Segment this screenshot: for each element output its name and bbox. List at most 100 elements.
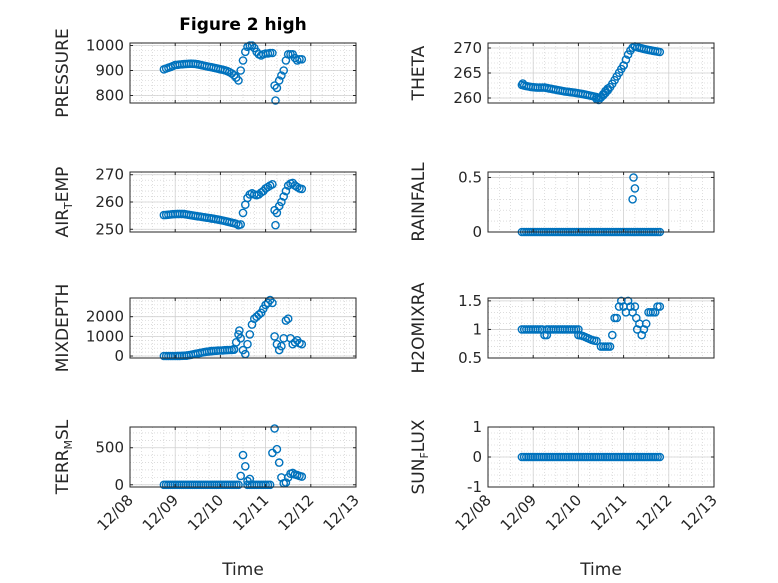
data-point <box>279 192 289 201</box>
y-axis-label: RAINFALL <box>409 162 429 242</box>
data-point <box>245 330 255 339</box>
data-point <box>272 83 282 93</box>
subplot-airtemp: 250 260 270 AIRTEMP <box>53 166 357 238</box>
data-point <box>297 339 307 349</box>
data-point <box>594 95 604 105</box>
data-point <box>637 330 647 340</box>
y-tick-label: 1 <box>472 320 482 338</box>
data-point <box>240 47 250 57</box>
y-axis-label-part: RAINFALL <box>409 162 429 242</box>
subplot-rainfall: 0 0.5 RAINFALL <box>409 162 715 242</box>
y-tick-label: 1 <box>472 418 482 436</box>
x-tick-label: 12/12 <box>274 491 317 534</box>
y-tick-label: 1000 <box>86 37 124 55</box>
y-tick-label: 900 <box>95 62 124 80</box>
data-point <box>277 197 286 207</box>
y-axis-label-part: H2OMIXRA <box>409 282 429 373</box>
data-point <box>281 316 291 325</box>
y-axis-label-part: PRESSURE <box>53 28 73 117</box>
data-series <box>159 178 307 230</box>
data-point <box>279 66 289 75</box>
x-tick-label: 12/11 <box>587 491 630 534</box>
y-axis-label-subscript: M <box>62 440 75 450</box>
data-point <box>270 81 279 90</box>
data-point <box>629 173 638 182</box>
y-tick-label: 265 <box>453 64 482 82</box>
data-point <box>297 184 307 194</box>
data-point <box>621 55 631 65</box>
y-tick-label: 500 <box>95 439 124 457</box>
y-tick-label: 0.5 <box>458 349 482 367</box>
data-point <box>274 201 284 211</box>
y-tick-label: 0 <box>472 223 482 241</box>
figure-title: Figure 2 high <box>179 15 307 35</box>
x-tick-label: 12/09 <box>497 491 540 534</box>
data-point <box>236 66 245 75</box>
data-point <box>238 56 248 65</box>
y-tick-label: 270 <box>453 39 482 57</box>
y-tick-label: 270 <box>95 166 124 184</box>
y-axis-label: MIXDEPTH <box>53 284 73 373</box>
axes-frame <box>129 42 357 104</box>
data-point <box>297 55 307 64</box>
x-tick-label: 12/11 <box>229 491 272 534</box>
subplot-terrmsl: 0 500 TERRMSL 12/08 12/09 12/10 12/11 12/12 12/1… <box>53 419 363 580</box>
data-point <box>277 71 286 80</box>
data-point <box>628 194 637 204</box>
data-point <box>281 478 291 487</box>
x-tick-label: 12/13 <box>320 491 363 534</box>
x-tick-label: 12/08 <box>94 491 137 534</box>
data-point <box>272 444 282 454</box>
data-point <box>235 326 244 335</box>
axes-frame <box>487 297 715 359</box>
data-point <box>270 332 279 341</box>
y-axis-label-part: EMP <box>53 167 73 203</box>
data-point <box>243 476 252 486</box>
subplot-sunflux: -1 0 1 SUNFLUX 12/08 12/09 12/10 12/11 12/12 12/1… <box>409 418 721 580</box>
y-axis-label-part: SL <box>53 419 73 440</box>
data-series <box>517 42 665 105</box>
axes-frame <box>129 426 357 488</box>
data-point <box>240 461 250 471</box>
y-tick-label: -1 <box>467 478 482 496</box>
data-point <box>265 480 275 490</box>
y-axis-label: THETA <box>409 45 429 101</box>
data-point <box>601 86 610 96</box>
data-point <box>542 330 552 340</box>
data-series <box>517 452 665 462</box>
y-axis-label-part: SUN <box>409 459 429 495</box>
data-series <box>159 295 307 361</box>
y-axis-label-part: THETA <box>409 45 429 101</box>
y-tick-label: 0.5 <box>458 168 482 186</box>
data-point <box>623 50 633 59</box>
subplot-pressure: 800 900 1000 PRESSURE <box>53 28 357 118</box>
y-tick-label: 2000 <box>86 308 124 326</box>
data-point <box>277 341 286 351</box>
y-tick-label: 260 <box>95 193 124 211</box>
data-point <box>605 342 615 351</box>
data-point <box>655 452 665 462</box>
data-point <box>243 339 252 349</box>
data-point <box>268 298 277 308</box>
y-tick-label: 1.5 <box>458 292 482 310</box>
data-point <box>238 208 248 218</box>
data-point <box>603 84 613 93</box>
data-point <box>614 302 624 311</box>
x-tick-label: 12/08 <box>452 491 495 534</box>
data-point <box>247 41 257 50</box>
data-point <box>283 314 293 324</box>
data-point <box>641 319 651 329</box>
axes-frame <box>129 297 357 359</box>
data-point <box>245 474 255 484</box>
data-series <box>159 424 307 490</box>
y-tick-label: 0 <box>114 476 124 494</box>
y-axis-label-subscript: F <box>418 452 431 458</box>
y-tick-label: 260 <box>453 89 482 107</box>
data-point <box>630 302 640 311</box>
x-tick-label: 12/12 <box>632 491 675 534</box>
data-series <box>159 41 307 105</box>
x-tick-label: 12/10 <box>184 491 227 534</box>
data-point <box>238 450 248 460</box>
